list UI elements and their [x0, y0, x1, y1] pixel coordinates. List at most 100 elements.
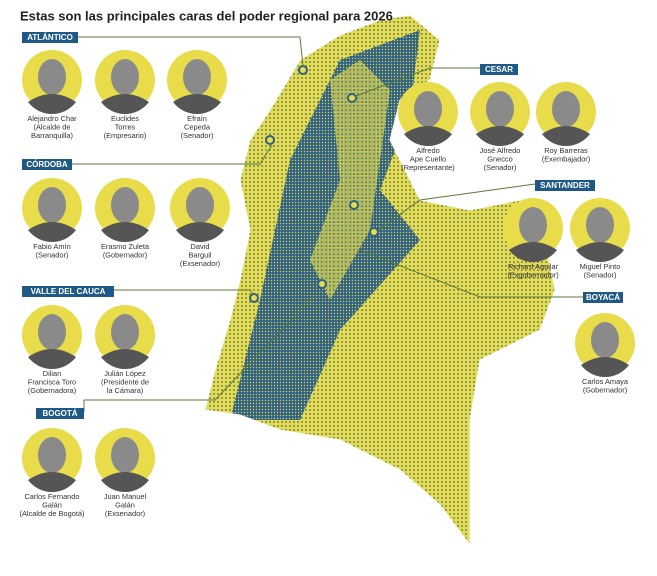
photo-shoulders: [101, 349, 149, 370]
photo-shoulders: [404, 126, 452, 146]
city: [317, 279, 327, 289]
connector: [72, 144, 273, 165]
region-label: CÓRDOBA: [26, 160, 68, 169]
photo-face: [38, 437, 66, 473]
region-label: ATLÁNTICO: [27, 33, 73, 42]
connector: [355, 67, 480, 97]
region-label: VALLE DEL CAUCA: [31, 287, 106, 296]
photo-face: [486, 91, 514, 127]
photo-shoulders: [28, 472, 76, 492]
region-label-box: [36, 408, 84, 419]
person: Roy Barreras(Exembajador): [536, 82, 596, 163]
photo-face: [111, 314, 139, 350]
photo-face: [111, 59, 139, 95]
connector: [377, 183, 536, 231]
person-caption: José Alfredo: [480, 146, 521, 155]
person-caption: (Empresario): [104, 131, 147, 140]
photo-face: [519, 207, 547, 243]
person-caption: Barranquilla): [31, 131, 73, 140]
photo-face: [591, 322, 619, 358]
person-caption: (Senador): [484, 163, 517, 172]
city: [349, 200, 359, 210]
person-caption: Miguel Pinto: [580, 262, 621, 271]
city: [249, 293, 259, 303]
person-caption: Francisca Toro: [28, 377, 76, 386]
connector: [83, 294, 316, 412]
person-caption: (Representante): [401, 163, 454, 172]
person-caption: Torres: [115, 122, 136, 131]
photo-shoulders: [576, 242, 624, 262]
person-caption: (Exgobernador): [507, 270, 558, 279]
person-caption: Barguil: [188, 250, 211, 259]
person-caption: Roy Barreras: [544, 146, 588, 155]
photo-face: [111, 437, 139, 473]
person: Erasmo Zuleta(Gobernador): [95, 178, 155, 259]
person-caption: (Exsenador): [180, 259, 220, 268]
person-caption: la Cámara): [107, 386, 144, 395]
connector: [78, 36, 304, 67]
connector: [359, 249, 583, 298]
person-caption: Cepeda: [184, 122, 211, 131]
city: [265, 135, 275, 145]
person-caption: Galán: [115, 500, 135, 509]
region-label-box: [22, 159, 72, 170]
photo-face: [414, 91, 442, 127]
person: Richard Aguilar(Exgobernador): [503, 198, 563, 279]
photo-face: [183, 59, 211, 95]
photo-face: [552, 91, 580, 127]
region-label: SANTANDER: [540, 181, 590, 190]
region-label-box: [480, 64, 518, 75]
city: [298, 65, 308, 75]
region-label: BOGOTÁ: [42, 409, 77, 418]
person-caption: Dilian: [43, 369, 61, 378]
person-caption: Alejandro Char: [27, 114, 77, 123]
title: Estas son las principales caras del pode…: [20, 8, 393, 23]
person-caption: (Senador): [181, 131, 214, 140]
person-caption: (Senador): [584, 270, 617, 279]
person-caption: Carlos Fernando: [24, 492, 79, 501]
person-caption: Fabio Amín: [33, 242, 70, 251]
region-label-box: [22, 286, 114, 297]
person-caption: Carlos Amaya: [582, 377, 629, 386]
city: [347, 93, 357, 103]
region: BOYACÁ Carlos Amaya(Gobernador): [359, 249, 635, 394]
photo-face: [586, 207, 614, 243]
photo-shoulders: [101, 222, 149, 242]
region-label: BOYACÁ: [586, 293, 620, 302]
region-label-box: [583, 292, 623, 303]
person-caption: (Presidente de: [101, 377, 149, 386]
photo-shoulders: [28, 349, 76, 370]
person-caption: (Gobernador): [583, 385, 627, 394]
person-caption: (Senador): [36, 250, 69, 259]
city-markers: [249, 65, 379, 303]
person: Miguel Pinto(Senador): [570, 198, 630, 279]
photo-face: [38, 59, 66, 95]
map-valley: [310, 60, 390, 300]
city: [369, 227, 379, 237]
person: Fabio Amín(Senador): [22, 178, 82, 259]
person-caption: (Gobernador): [103, 250, 147, 259]
photo-shoulders: [581, 357, 629, 378]
person-caption: (Alcalde de: [34, 122, 71, 131]
photo-shoulders: [542, 126, 590, 146]
photo-shoulders: [28, 222, 76, 242]
person-caption: Juan Manuel: [104, 492, 147, 501]
photo-face: [111, 187, 139, 223]
person-caption: Efraín: [187, 114, 207, 123]
person-caption: (Alcalde de Bogotá): [20, 509, 85, 518]
person-caption: (Exsenador): [105, 509, 145, 518]
photo-shoulders: [173, 94, 221, 114]
photo-shoulders: [101, 472, 149, 492]
region-label: CESAR: [485, 65, 513, 74]
